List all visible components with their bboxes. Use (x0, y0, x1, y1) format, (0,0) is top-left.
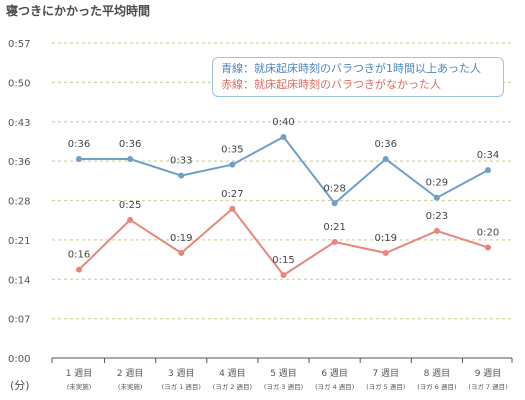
x-tick-label: 7 週目 (372, 368, 399, 379)
data-point (280, 133, 287, 140)
data-label: 0:36 (119, 139, 141, 150)
data-label: 0:25 (119, 200, 141, 211)
y-tick-label: 0:21 (8, 236, 30, 247)
x-tick-label: 1 週目 (66, 368, 93, 379)
data-label: 0:33 (170, 156, 192, 167)
y-tick-label: 0:07 (8, 315, 30, 326)
x-tick-sublabel: (ヨガ 6 週目) (417, 382, 456, 391)
y-tick-label: 0:50 (8, 78, 30, 89)
data-point (127, 216, 134, 223)
legend-entry-blue: 青線：就床起床時刻のバラつきが1時間以上あった人 (221, 62, 481, 75)
data-label: 0:21 (323, 222, 345, 233)
data-point (433, 194, 440, 201)
y-tick-label: 0:57 (8, 39, 30, 50)
x-tick-label: 4 週目 (219, 368, 246, 379)
chart-title: 寝つきにかかった平均時間 (6, 4, 151, 18)
x-tick-label: 9 週目 (475, 368, 502, 379)
data-point (178, 250, 185, 256)
data-point (433, 227, 440, 234)
x-tick-sublabel: (ヨガ 4 週目) (315, 382, 354, 391)
y-tick-label: 0:14 (8, 275, 30, 286)
data-point (178, 172, 185, 179)
data-label: 0:20 (477, 227, 499, 238)
y-tick-label: 0:00 (8, 354, 30, 365)
legend-entry-red: 赤線：就床起床時刻のバラつきがなかった人 (221, 78, 441, 91)
data-label: 0:23 (426, 211, 448, 222)
x-tick-sublabel: (ヨガ 7 週目) (468, 382, 507, 391)
data-point (229, 161, 236, 168)
data-point (76, 266, 82, 273)
data-label: 0:15 (272, 255, 294, 266)
data-point (382, 156, 389, 163)
data-label: 0:36 (68, 139, 90, 150)
data-point (331, 238, 338, 245)
data-point (382, 250, 389, 256)
data-label: 0:27 (221, 189, 243, 200)
data-label: 0:35 (221, 145, 243, 156)
data-label: 0:29 (426, 178, 448, 189)
data-point (229, 205, 236, 212)
y-tick-label: 0:28 (8, 197, 30, 208)
data-point (280, 272, 287, 279)
x-tick-sublabel: (ヨガ 1 週目) (162, 382, 201, 391)
data-point (485, 167, 491, 174)
y-tick-label: 0:43 (8, 118, 30, 129)
y-tick-label: 0:36 (8, 157, 30, 168)
data-label: 0:16 (68, 250, 90, 261)
data-label: 0:34 (477, 150, 499, 161)
data-label: 0:19 (375, 233, 397, 244)
data-label: 0:28 (323, 183, 345, 194)
x-tick-label: 6 週目 (321, 368, 348, 379)
data-point (127, 156, 134, 163)
data-label: 0:40 (272, 117, 294, 128)
x-tick-sublabel: (未実施) (67, 382, 92, 391)
x-tick-label: 3 週目 (168, 368, 195, 379)
x-tick-label: 5 週目 (270, 368, 297, 379)
x-tick-sublabel: (ヨガ 2 週目) (213, 382, 252, 391)
data-point (331, 200, 338, 207)
data-point (485, 244, 491, 251)
data-label: 0:19 (170, 233, 192, 244)
x-tick-sublabel: (未実施) (118, 382, 143, 391)
y-axis-label: (分) (10, 379, 30, 392)
legend: 青線：就床起床時刻のバラつきが1時間以上あった人 赤線：就床起床時刻のバラつきが… (212, 57, 504, 97)
x-tick-sublabel: (ヨガ 3 週目) (264, 382, 303, 391)
x-tick-sublabel: (ヨガ 5 週目) (366, 382, 405, 391)
data-label: 0:36 (375, 139, 397, 150)
x-tick-label: 8 週目 (424, 368, 451, 379)
x-tick-label: 2 週目 (117, 368, 144, 379)
data-point (76, 156, 82, 163)
